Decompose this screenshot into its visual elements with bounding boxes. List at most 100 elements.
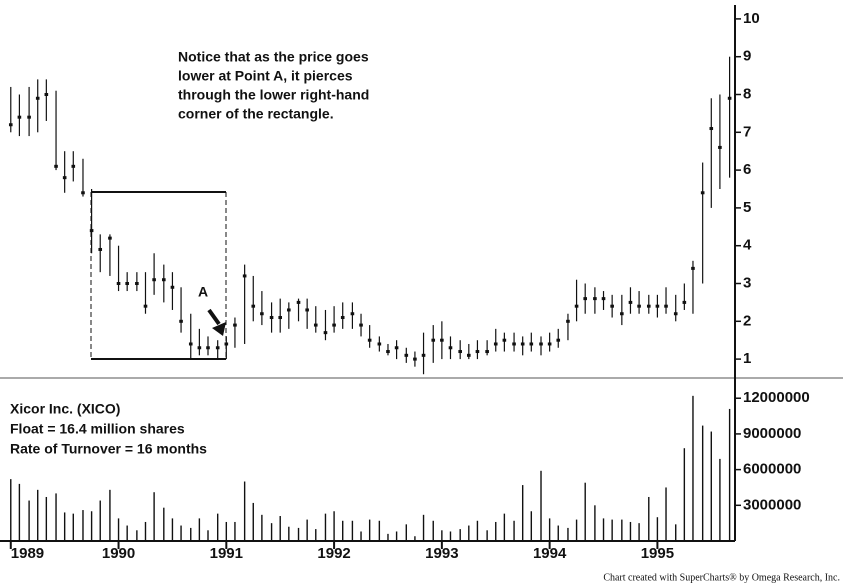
price-close	[269, 316, 274, 320]
price-close	[583, 297, 587, 301]
price-close	[556, 338, 561, 342]
volume-bar	[72, 513, 74, 541]
price-close	[125, 282, 129, 285]
y-tick-label: 8	[743, 85, 751, 102]
price-close	[467, 353, 471, 357]
volume-bar	[136, 530, 138, 541]
volume-bar	[584, 482, 586, 541]
volume-bar	[270, 523, 273, 541]
y-tick-label: 1	[743, 350, 751, 367]
price-close	[359, 323, 363, 327]
volume-bar	[225, 521, 228, 541]
price-close	[81, 191, 85, 195]
point-label: A	[198, 284, 208, 300]
volume-bar	[710, 431, 712, 541]
volume-bar	[665, 487, 667, 541]
note: Notice that as the price goes lower at P…	[178, 49, 369, 122]
info-line: Float = 16.4 million shares	[10, 421, 185, 437]
price-close	[215, 346, 220, 350]
price-close	[601, 297, 606, 301]
rectangle	[90, 191, 227, 360]
price-close	[350, 312, 355, 316]
volume-bar	[719, 458, 721, 541]
volume-bar	[422, 514, 425, 541]
arrow	[207, 308, 226, 336]
credit: Chart created with SuperCharts® by Omega…	[603, 572, 840, 583]
volume-bar	[45, 496, 48, 541]
y2-tick-label: 6000000	[743, 461, 801, 478]
volume-bar	[629, 521, 632, 541]
price-close	[17, 115, 22, 119]
volume-bar	[602, 518, 605, 541]
volume-bar	[692, 395, 694, 541]
price-close	[98, 247, 103, 251]
y-tick-label: 10	[743, 10, 760, 27]
volume-bar	[90, 511, 93, 541]
volume-bar	[243, 481, 246, 541]
x-tick-label: 1993	[425, 545, 458, 562]
volume-bar	[306, 519, 308, 541]
volume-bar	[190, 527, 192, 541]
info-line: Xicor Inc. (XICO)	[10, 401, 120, 417]
price-close	[620, 312, 624, 316]
volume-bar	[656, 517, 659, 541]
price-close	[197, 346, 202, 350]
price-close	[260, 312, 264, 316]
volume-bar	[342, 520, 344, 541]
price-close	[610, 304, 614, 308]
x-tick-label: 1994	[533, 545, 567, 562]
price-close	[44, 93, 49, 96]
price-close	[62, 176, 67, 180]
price-close	[35, 96, 40, 100]
price-close	[224, 342, 229, 346]
price-close	[646, 304, 651, 308]
volume-bar	[387, 533, 389, 541]
volume-bar	[297, 527, 300, 541]
price-close	[305, 308, 309, 312]
price-close	[700, 191, 705, 195]
volume-bar	[279, 516, 281, 541]
x-tick-label: 1989	[11, 545, 44, 562]
note-line: Notice that as the price goes	[178, 49, 369, 65]
y-tick-label: 3	[743, 274, 751, 291]
price-close	[718, 145, 722, 149]
price-close	[431, 338, 436, 342]
volume-bar	[216, 513, 219, 541]
y2-tick-label: 3000000	[743, 496, 801, 513]
price-close	[413, 357, 417, 361]
volume-bar	[198, 518, 201, 541]
volume-bar	[648, 496, 650, 541]
price-close	[340, 316, 345, 320]
volume-bar	[171, 518, 174, 541]
price-close	[54, 164, 58, 168]
price-close	[475, 350, 480, 354]
x-tick-label: 1991	[210, 545, 243, 562]
volume-bar	[18, 483, 21, 541]
price-close	[188, 342, 193, 346]
volume-bar	[99, 500, 101, 541]
info-line: Rate of Turnover = 16 months	[10, 441, 207, 457]
volume-bar	[144, 521, 147, 541]
y-tick-label: 2	[743, 312, 751, 329]
volume-bar	[153, 492, 155, 541]
y-tick-label: 5	[743, 199, 751, 216]
volume-bar	[521, 485, 524, 541]
price-close	[251, 304, 256, 308]
volume-bar	[459, 529, 461, 541]
volume-bar	[395, 531, 398, 541]
volume-bar	[557, 525, 559, 541]
price-close	[448, 346, 453, 350]
price-close	[108, 236, 112, 240]
price-close	[664, 304, 668, 308]
price-close	[493, 342, 498, 346]
volume-bar	[441, 530, 443, 541]
price-close	[539, 342, 543, 346]
price-close	[682, 300, 687, 304]
volume-bar	[486, 530, 488, 541]
y-tick-label: 6	[743, 161, 751, 178]
price-close	[637, 304, 641, 308]
price-close	[71, 164, 76, 168]
price-close	[673, 312, 678, 316]
volume-bar	[180, 525, 182, 541]
